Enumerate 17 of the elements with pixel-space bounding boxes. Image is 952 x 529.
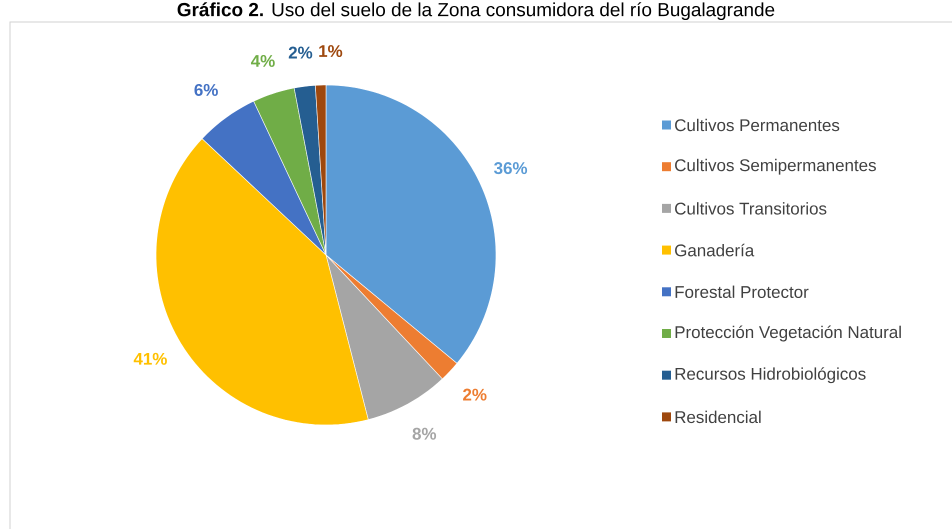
chart-title: Gráfico 2. Uso del suelo de la Zona consumidora del río Bugalagrande	[178, 2, 774, 20]
legend-label: Forestal Protector	[676, 286, 808, 298]
data-label: 41%	[134, 352, 167, 365]
data-label: 4%	[250, 55, 275, 67]
legend-label: Residencial	[676, 410, 761, 424]
legend-label: Cultivos Semipermanentes	[675, 158, 876, 175]
legend-label: Recursos Hidrobiológicos	[676, 367, 866, 384]
legend-label: Cultivos Permanentes	[675, 118, 840, 132]
legend-label: Cultivos Transitorios	[675, 202, 826, 215]
data-label: 1%	[319, 45, 342, 58]
data-label: 8%	[412, 428, 436, 440]
data-label: 6%	[194, 84, 218, 96]
data-label: 2%	[288, 46, 312, 59]
legend-label: Protección Vegetación Natural	[676, 325, 901, 342]
legend-label: Ganadería	[675, 244, 754, 256]
data-label: 36%	[494, 162, 528, 174]
data-label: 2%	[463, 388, 486, 401]
